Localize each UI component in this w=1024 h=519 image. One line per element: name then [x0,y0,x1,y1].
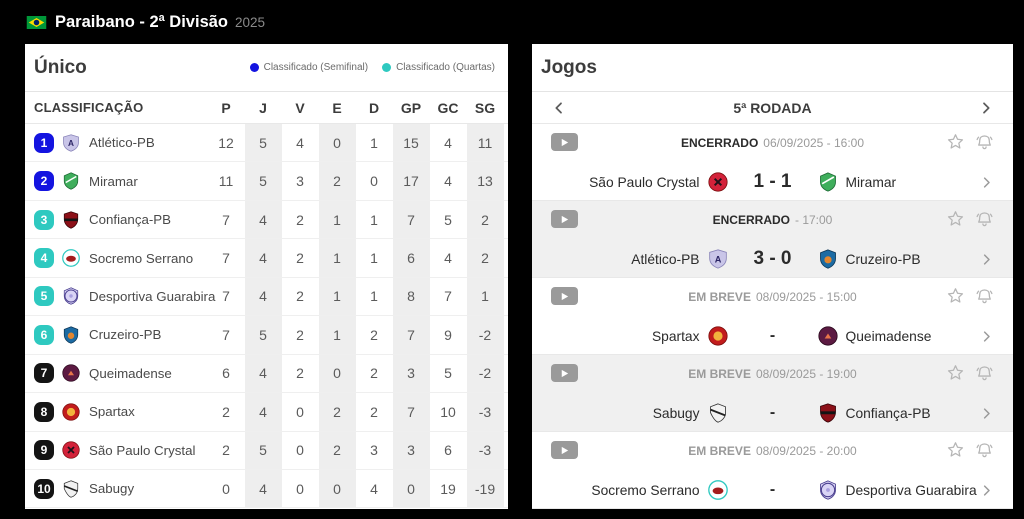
svg-text:A: A [714,254,721,264]
svg-text:A: A [68,139,74,148]
